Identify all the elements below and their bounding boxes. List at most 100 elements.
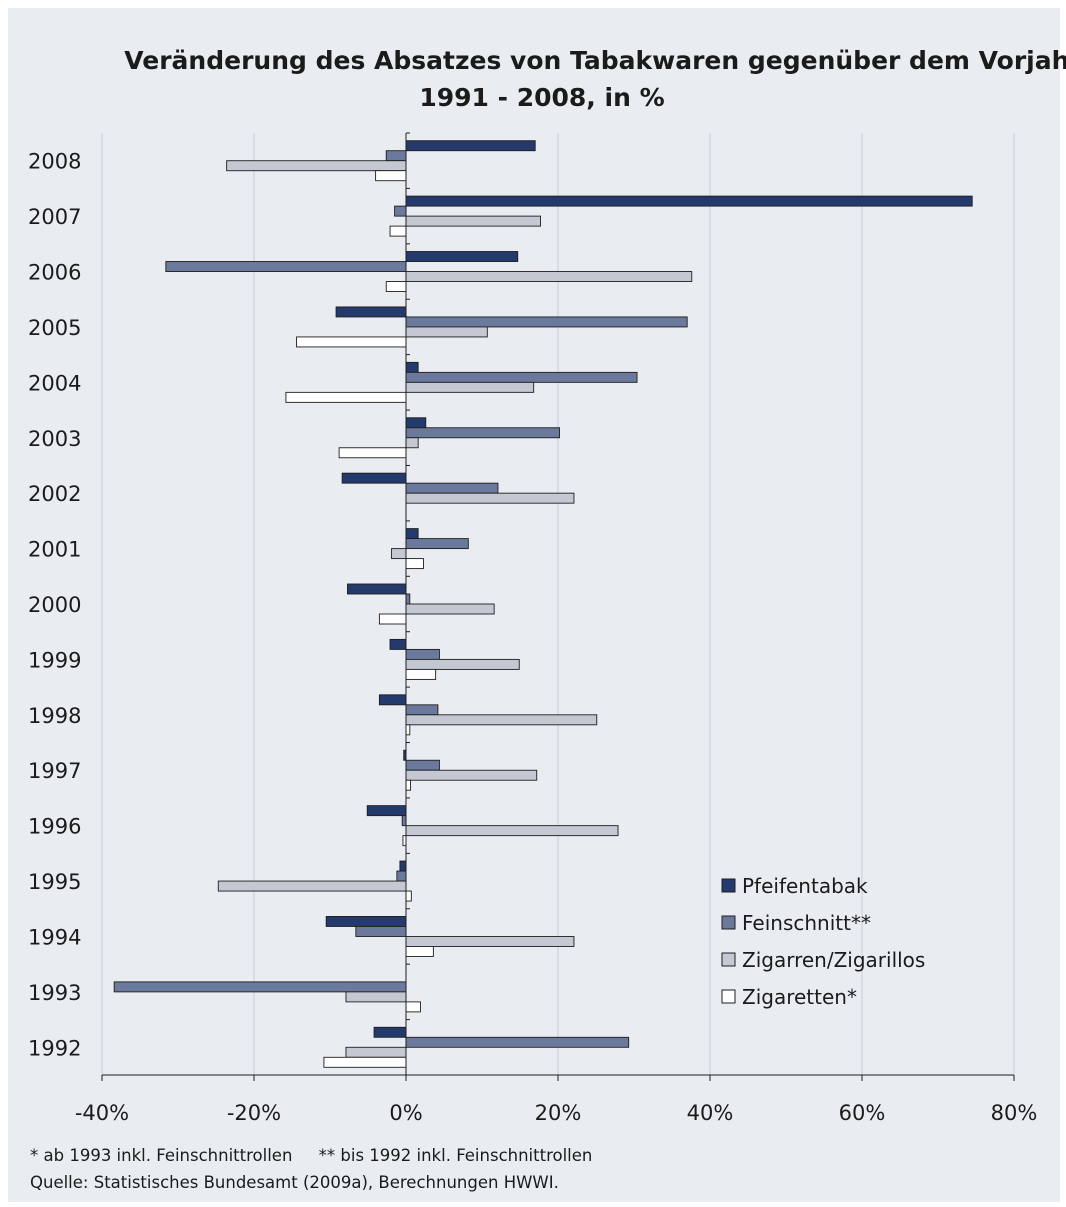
bar-2002-zigarrenzigarillos xyxy=(405,492,575,504)
legend-label: Zigaretten* xyxy=(742,985,857,1009)
bar-2002-pfeifentabak xyxy=(341,472,407,484)
bar-2004-pfeifentabak xyxy=(405,361,419,373)
category-label: 2004 xyxy=(28,371,81,395)
bar-2007-pfeifentabak xyxy=(405,195,973,207)
bar-2000-pfeifentabak xyxy=(347,583,407,595)
bar-2003-zigaretten xyxy=(338,447,407,459)
legend-label: Pfeifentabak xyxy=(742,874,868,898)
category-label: 2000 xyxy=(28,593,81,617)
bar-1999-pfeifentabak xyxy=(389,638,407,650)
category-label: 1999 xyxy=(28,648,81,672)
bar-1997-zigarrenzigarillos xyxy=(405,769,538,781)
bar-2005-zigaretten xyxy=(296,336,407,348)
category-label: 2003 xyxy=(28,427,81,451)
bar-1992-feinschnitt xyxy=(405,1036,630,1048)
bar-2000-zigarrenzigarillos xyxy=(405,603,495,615)
legend-swatch xyxy=(721,952,736,967)
bar-1999-feinschnitt xyxy=(405,648,440,660)
category-label: 1996 xyxy=(28,815,81,839)
category-label: 2007 xyxy=(28,205,81,229)
bar-2005-pfeifentabak xyxy=(335,306,407,318)
category-label: 2008 xyxy=(28,150,81,174)
category-label: 2002 xyxy=(28,482,81,506)
chart-panel xyxy=(8,8,1060,1202)
x-tick-label: 20% xyxy=(535,1101,582,1125)
gridlines xyxy=(101,133,1015,1075)
bar-1992-zigarrenzigarillos xyxy=(345,1046,407,1058)
bar-2008-zigaretten xyxy=(375,170,407,182)
bar-1994-zigaretten xyxy=(405,946,434,957)
category-label: 1994 xyxy=(28,925,81,949)
bar-2004-zigarrenzigarillos xyxy=(405,381,535,393)
bar-2001-pfeifentabak xyxy=(405,528,419,540)
bar-2005-zigarrenzigarillos xyxy=(405,326,488,338)
category-labels: 2008 2007 2006 2005 2004 2003 2002 2001 2000 1999… xyxy=(28,150,81,1061)
category-label: 1993 xyxy=(28,981,81,1005)
bar-1995-zigarrenzigarillos xyxy=(217,880,407,892)
bar-1995-feinschnitt xyxy=(396,870,407,882)
bar-1996-feinschnitt xyxy=(401,815,407,827)
bar-2006-feinschnitt xyxy=(165,261,407,272)
x-tick-label: 60% xyxy=(839,1101,886,1125)
bar-1998-zigaretten xyxy=(405,724,411,736)
bar-1999-zigaretten xyxy=(405,668,437,680)
bar-2003-pfeifentabak xyxy=(405,417,427,429)
x-tick-label: 40% xyxy=(687,1101,734,1125)
bar-2001-feinschnitt xyxy=(405,538,469,550)
bar-1998-zigarrenzigarillos xyxy=(405,714,598,726)
category-label: 1995 xyxy=(28,870,81,894)
bar-2003-feinschnitt xyxy=(405,427,560,439)
bar-1997-zigaretten xyxy=(405,779,412,791)
bar-1996-pfeifentabak xyxy=(366,805,407,817)
category-label: 2001 xyxy=(28,538,81,562)
bar-1993-feinschnitt xyxy=(113,981,407,993)
bar-1994-zigarrenzigarillos xyxy=(405,936,575,947)
x-tick-label: 80% xyxy=(991,1101,1038,1125)
bar-1998-feinschnitt xyxy=(405,704,439,716)
bar-1992-zigaretten xyxy=(323,1056,407,1068)
chart-subtitle: 1991 - 2008, in % xyxy=(419,83,664,112)
bar-2008-pfeifentabak xyxy=(405,140,536,152)
category-label: 2006 xyxy=(28,261,81,285)
bar-1995-zigaretten xyxy=(405,890,412,902)
category-label: 1997 xyxy=(28,759,81,783)
x-tick-label: -20% xyxy=(227,1101,281,1125)
bar-1994-pfeifentabak xyxy=(325,916,407,927)
bar-2006-zigaretten xyxy=(385,281,407,292)
bar-2004-zigaretten xyxy=(285,391,407,403)
bar-1999-zigarrenzigarillos xyxy=(405,658,520,670)
bar-2001-zigaretten xyxy=(405,558,424,570)
bar-2006-zigarrenzigarillos xyxy=(405,271,693,282)
category-label: 1992 xyxy=(28,1036,81,1060)
bar-2000-zigaretten xyxy=(378,613,407,625)
legend-swatch xyxy=(721,989,736,1004)
legend-label: Feinschnitt** xyxy=(742,911,871,935)
bar-2007-zigarrenzigarillos xyxy=(405,215,541,227)
footnote-source: Quelle: Statistisches Bundesamt (2009a),… xyxy=(30,1173,559,1192)
legend-swatch xyxy=(721,915,736,930)
bar-2001-zigarrenzigarillos xyxy=(391,548,407,560)
bar-1992-pfeifentabak xyxy=(373,1026,407,1038)
bar-2007-feinschnitt xyxy=(394,205,407,217)
axes xyxy=(101,132,1015,1081)
bar-1998-pfeifentabak xyxy=(378,694,407,706)
bar-1993-zigarrenzigarillos xyxy=(345,991,407,1003)
bar-2000-feinschnitt xyxy=(405,593,411,605)
category-label: 2005 xyxy=(28,316,81,340)
bar-2004-feinschnitt xyxy=(405,371,638,383)
x-tick-label: 0% xyxy=(389,1101,422,1125)
legend-label: Zigarren/Zigarillos xyxy=(742,948,925,972)
x-tick-labels: -40% -20% 0% 20% 40% 60% 80% xyxy=(75,1101,1037,1125)
chart-title: Veränderung des Absatzes von Tabakwaren … xyxy=(124,46,1066,75)
legend-swatch xyxy=(721,878,736,893)
footnote-definitions: * ab 1993 inkl. Feinschnittrollen ** bis… xyxy=(30,1146,592,1165)
x-tick-label: -40% xyxy=(75,1101,129,1125)
bar-2003-zigarrenzigarillos xyxy=(405,437,419,449)
bar-1994-feinschnitt xyxy=(355,926,407,937)
category-label: 1998 xyxy=(28,704,81,728)
legend: Pfeifentabak Feinschnitt** Zigarren/Zigari… xyxy=(721,874,925,1009)
bar-2006-pfeifentabak xyxy=(405,251,519,262)
bar-1996-zigarrenzigarillos xyxy=(405,825,619,837)
bar-2002-feinschnitt xyxy=(405,482,499,494)
